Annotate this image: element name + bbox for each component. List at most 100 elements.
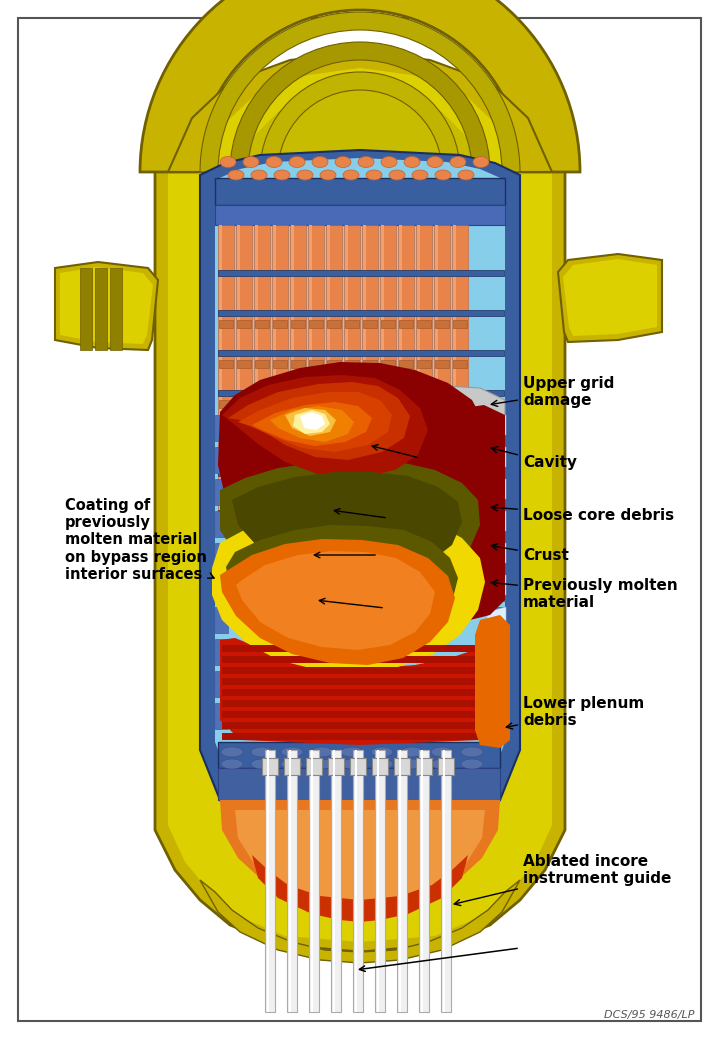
Polygon shape	[215, 671, 228, 697]
Polygon shape	[212, 512, 485, 673]
Ellipse shape	[312, 157, 328, 167]
Polygon shape	[215, 543, 228, 569]
Polygon shape	[273, 225, 276, 530]
Polygon shape	[200, 150, 520, 875]
Polygon shape	[487, 671, 505, 697]
Ellipse shape	[458, 170, 474, 180]
Polygon shape	[222, 656, 498, 663]
Ellipse shape	[341, 747, 363, 757]
Ellipse shape	[366, 170, 382, 180]
Polygon shape	[219, 225, 222, 530]
Polygon shape	[218, 350, 504, 356]
Polygon shape	[441, 750, 451, 1012]
Polygon shape	[311, 750, 313, 1012]
Polygon shape	[416, 758, 432, 775]
Polygon shape	[309, 225, 312, 530]
Polygon shape	[222, 375, 428, 478]
Polygon shape	[309, 439, 323, 448]
Polygon shape	[222, 722, 498, 729]
Polygon shape	[265, 750, 275, 1012]
Polygon shape	[215, 415, 228, 441]
Polygon shape	[291, 400, 305, 408]
Polygon shape	[365, 385, 505, 458]
Ellipse shape	[381, 157, 397, 167]
Polygon shape	[237, 225, 240, 530]
Ellipse shape	[221, 747, 243, 757]
Polygon shape	[291, 439, 305, 448]
Polygon shape	[255, 359, 269, 368]
Polygon shape	[438, 758, 454, 775]
Polygon shape	[487, 639, 506, 659]
Polygon shape	[417, 359, 431, 368]
Ellipse shape	[251, 760, 273, 769]
Polygon shape	[487, 479, 505, 505]
Ellipse shape	[401, 747, 423, 757]
Polygon shape	[222, 689, 498, 696]
Polygon shape	[237, 400, 251, 408]
Polygon shape	[381, 359, 395, 368]
Polygon shape	[363, 439, 377, 448]
Polygon shape	[345, 400, 359, 408]
Ellipse shape	[311, 760, 333, 769]
Polygon shape	[331, 750, 341, 1012]
Polygon shape	[326, 225, 342, 530]
Ellipse shape	[281, 747, 303, 757]
Polygon shape	[220, 638, 500, 745]
Ellipse shape	[221, 760, 243, 769]
Polygon shape	[487, 543, 505, 569]
Polygon shape	[416, 225, 432, 530]
Polygon shape	[237, 320, 251, 328]
Polygon shape	[345, 225, 348, 530]
Polygon shape	[218, 768, 500, 800]
Polygon shape	[397, 750, 407, 1012]
Polygon shape	[377, 750, 379, 1012]
Polygon shape	[272, 225, 288, 530]
Polygon shape	[417, 320, 431, 328]
Polygon shape	[487, 415, 506, 435]
Polygon shape	[399, 225, 402, 530]
Ellipse shape	[343, 170, 359, 180]
Text: Upper grid
damage: Upper grid damage	[491, 376, 614, 408]
Ellipse shape	[311, 747, 333, 757]
Polygon shape	[236, 225, 252, 530]
Polygon shape	[363, 400, 377, 408]
Ellipse shape	[335, 157, 351, 167]
Polygon shape	[215, 639, 228, 665]
Polygon shape	[255, 439, 269, 448]
Polygon shape	[267, 750, 269, 1012]
Polygon shape	[236, 551, 435, 650]
Polygon shape	[399, 750, 401, 1012]
Polygon shape	[215, 479, 228, 505]
Wedge shape	[230, 42, 490, 172]
Polygon shape	[222, 732, 498, 740]
Text: Lower plenum
debris: Lower plenum debris	[506, 696, 644, 729]
Polygon shape	[327, 439, 341, 448]
Ellipse shape	[251, 747, 273, 757]
Polygon shape	[215, 703, 228, 729]
Polygon shape	[487, 607, 505, 633]
Polygon shape	[381, 320, 395, 328]
Polygon shape	[218, 362, 484, 548]
Text: Crust: Crust	[491, 543, 569, 562]
Polygon shape	[327, 225, 330, 530]
Polygon shape	[345, 320, 359, 328]
Polygon shape	[558, 254, 662, 342]
Polygon shape	[215, 607, 228, 633]
Polygon shape	[333, 750, 335, 1012]
Polygon shape	[285, 408, 336, 436]
Polygon shape	[290, 225, 306, 530]
Polygon shape	[344, 225, 360, 530]
Ellipse shape	[435, 170, 451, 180]
Polygon shape	[381, 225, 384, 530]
Polygon shape	[327, 320, 341, 328]
Polygon shape	[417, 439, 431, 448]
Ellipse shape	[412, 170, 428, 180]
Ellipse shape	[371, 760, 393, 769]
Polygon shape	[453, 225, 456, 530]
Ellipse shape	[228, 170, 244, 180]
Polygon shape	[399, 320, 413, 328]
Polygon shape	[218, 310, 504, 316]
Polygon shape	[381, 400, 395, 408]
Polygon shape	[287, 750, 297, 1012]
Polygon shape	[226, 525, 458, 647]
